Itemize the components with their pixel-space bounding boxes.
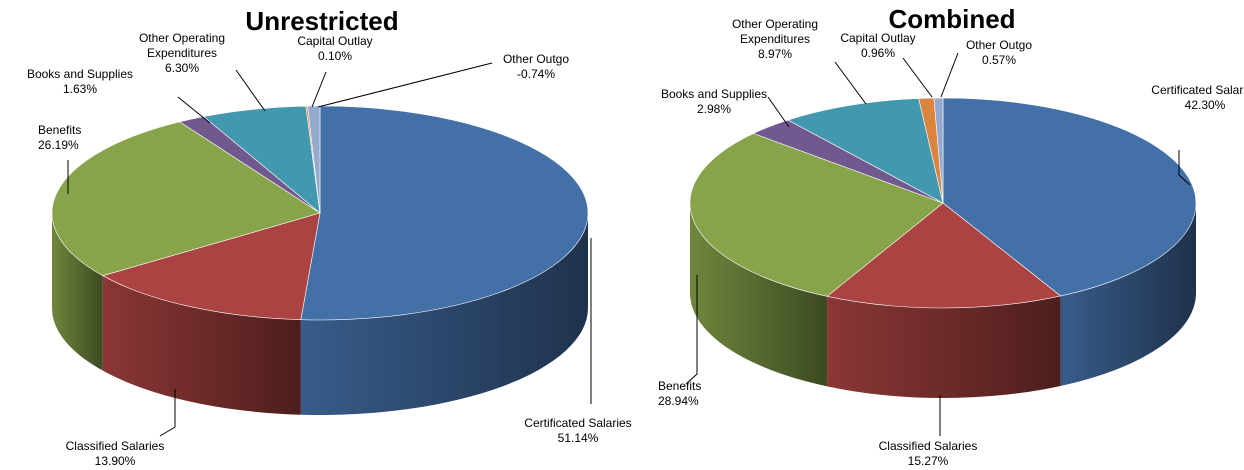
data-label-capital-outlay: Capital Outlay 0.10% xyxy=(297,34,372,63)
data-label-books-and-supplies: Books and Supplies 2.98% xyxy=(661,87,767,116)
pie-slice-certificated-salaries xyxy=(300,105,589,321)
leader-line xyxy=(834,61,867,105)
data-label-benefits: Benefits 26.19% xyxy=(38,123,81,152)
leader-line xyxy=(685,275,698,385)
data-label-classified-salaries: Classified Salaries 13.90% xyxy=(66,439,165,468)
leader-line xyxy=(177,96,211,124)
pie-slice-classified-salaries xyxy=(826,202,1062,309)
data-label-certificated-salaries: Certificated Salaries42.30% xyxy=(1151,83,1244,112)
data-label-other-operating-expenditures: Other Operating Expenditures 6.30% xyxy=(139,31,225,75)
data-label-books-and-supplies: Books and Supplies 1.63% xyxy=(27,67,133,96)
pie-slice-benefits xyxy=(689,133,944,297)
data-label-certificated-salaries: Certificated Salaries 51.14% xyxy=(524,416,631,445)
data-label-other-outgo: Other Outgo 0.57% xyxy=(966,38,1032,67)
leader-line xyxy=(902,57,933,98)
pie-side-classified-salaries xyxy=(827,295,1061,398)
pie-slice-other-outgo xyxy=(933,97,944,204)
leader-line xyxy=(235,69,266,112)
leader-line xyxy=(317,62,493,108)
leader-line xyxy=(940,52,959,98)
pie-slice-other-operating-expenditures xyxy=(787,98,944,204)
pie-side-benefits xyxy=(689,203,828,387)
pie-slice-classified-salaries xyxy=(102,212,321,321)
pie-side-classified-salaries xyxy=(102,275,301,415)
data-label-classified-salaries: Classified Salaries 15.27% xyxy=(879,439,978,468)
data-label-capital-outlay: Capital Outlay 0.96% xyxy=(840,31,915,60)
data-label-benefits: Benefits 28.94% xyxy=(658,379,701,408)
leader-line xyxy=(1178,150,1191,186)
chart-title: Combined xyxy=(888,4,1015,34)
chart-title: Unrestricted xyxy=(245,6,398,36)
pie-chart-combined: Combined Certificated Salaries42.30% Class… xyxy=(658,4,1244,468)
data-label-other-outgo: Other Outgo -0.74% xyxy=(503,52,569,81)
data-label-other-operating-expenditures: Other Operating Expenditures 8.97% xyxy=(732,17,818,61)
pie-side-benefits xyxy=(52,213,103,371)
leader-line xyxy=(767,96,790,128)
pie-slice-certificated-salaries xyxy=(942,97,1197,297)
leader-line xyxy=(311,71,327,108)
pie-chart-unrestricted: Unrestricted Certificated Salaries 51.14% C… xyxy=(27,6,632,468)
leader-line xyxy=(159,389,176,437)
pie-slice-benefits xyxy=(51,121,321,276)
pie-side-certificated-salaries xyxy=(300,213,588,415)
pie-side-certificated-salaries xyxy=(1060,203,1196,386)
